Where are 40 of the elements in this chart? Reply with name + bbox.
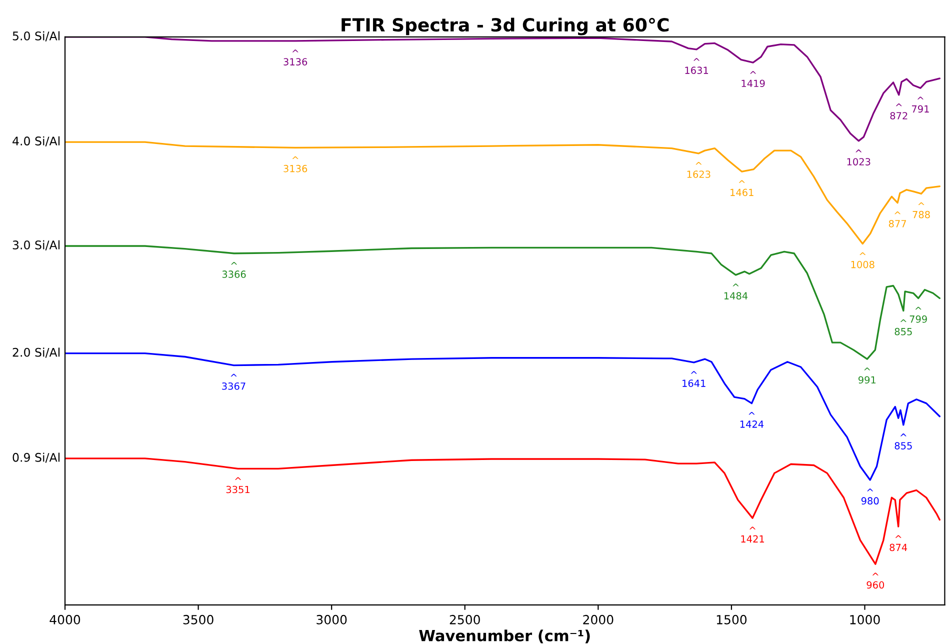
- x-axis-title: Wavenumber (cm⁻¹): [419, 630, 590, 644]
- annotation: ^ 788: [912, 202, 930, 218]
- series-label: 4.0 Si/Al: [12, 136, 60, 146]
- annotation: ^ 872: [890, 104, 908, 120]
- annotation: ^ 1008: [851, 252, 874, 268]
- annotation: ^ 1484: [724, 284, 748, 300]
- x-tick-label: 2000: [583, 614, 614, 624]
- annotation: ^ 1641: [682, 371, 706, 387]
- annotation: ^ 1421: [741, 526, 764, 542]
- annotation: ^ 877: [888, 211, 906, 228]
- annotation: ^ 980: [861, 488, 879, 505]
- annotation: ^ 3351: [226, 477, 250, 494]
- chart-title: FTIR Spectra - 3d Curing at 60°C: [342, 18, 669, 36]
- x-tick-label: 3500: [183, 614, 214, 624]
- annotation: ^ 874: [890, 535, 908, 552]
- annotation: ^ 3136: [284, 156, 308, 172]
- annotation: ^ 3136: [284, 50, 308, 66]
- annotation: ^ 791: [912, 96, 929, 113]
- annotation: ^ 1023: [847, 150, 870, 166]
- annotation: ^ 3366: [222, 262, 246, 278]
- series-label: 2.0 Si/Al: [12, 348, 60, 358]
- series-label: 5.0 Si/Al: [12, 31, 60, 42]
- annotation: ^ 855: [894, 319, 912, 336]
- x-tick-label: 1000: [850, 614, 880, 624]
- annotation: ^ 1419: [742, 71, 765, 88]
- annotation: ^ 1631: [685, 58, 708, 74]
- annotation: ^ 3367: [222, 374, 246, 390]
- annotation: ^ 799: [910, 306, 927, 323]
- x-tick-label: 1500: [716, 614, 747, 624]
- x-tick-label: 3000: [316, 614, 347, 624]
- x-tick-label: 2500: [450, 614, 480, 624]
- series-label: 3.0 Si/Al: [12, 240, 60, 250]
- annotation: ^ 855: [894, 434, 912, 450]
- annotation: ^ 1461: [730, 180, 754, 196]
- annotation: ^ 991: [858, 368, 876, 384]
- annotation: ^ 1623: [687, 162, 710, 178]
- annotation: ^ 960: [866, 572, 884, 589]
- series-label: 0.9 Si/Al: [12, 452, 60, 463]
- x-tick-label: 4000: [50, 614, 80, 624]
- annotation: ^ 1424: [740, 412, 764, 428]
